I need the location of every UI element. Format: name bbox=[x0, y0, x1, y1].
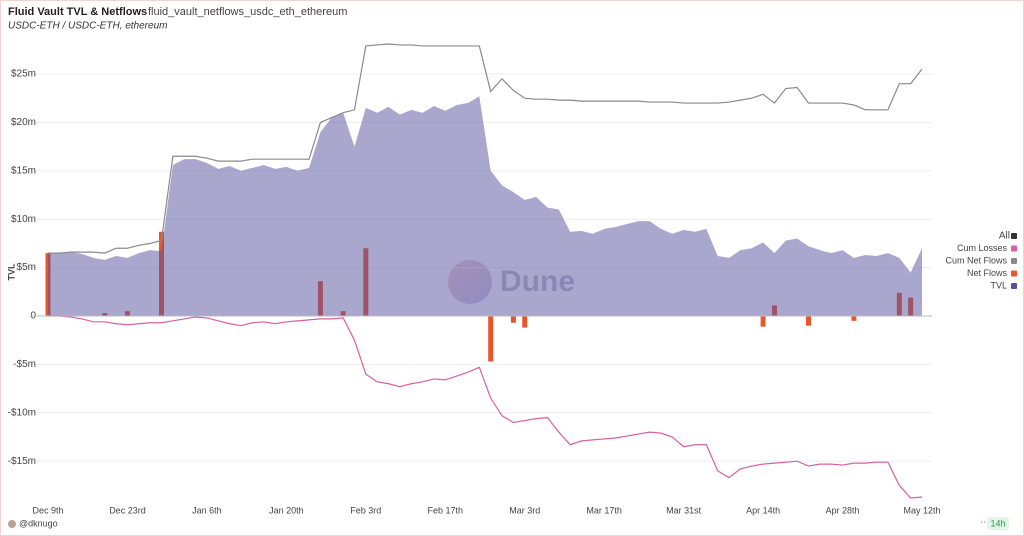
avatar bbox=[8, 520, 16, 528]
author[interactable]: @dknugo bbox=[19, 518, 58, 528]
net-flow-bar bbox=[760, 316, 766, 327]
tvl-area bbox=[48, 96, 922, 316]
legend-label: Net Flows bbox=[967, 268, 1008, 278]
y-tick-label: $20m bbox=[11, 117, 36, 128]
legend-label: TVL bbox=[990, 280, 1007, 290]
net-flow-bar bbox=[805, 316, 811, 326]
y-tick-label: -$10m bbox=[8, 407, 36, 418]
x-tick-label: Mar 17th bbox=[586, 505, 622, 515]
net-flow-bar bbox=[510, 316, 516, 323]
net-flow-bar bbox=[851, 316, 857, 321]
net-flow-bar bbox=[488, 316, 494, 362]
legend-label: Cum Net Flows bbox=[945, 255, 1007, 265]
x-tick-label: Mar 3rd bbox=[509, 505, 540, 515]
x-tick-label: Feb 3rd bbox=[350, 505, 381, 515]
legend-label: Cum Losses bbox=[957, 243, 1008, 253]
y-tick-label: -$5m bbox=[13, 359, 36, 370]
x-tick-label: Apr 14th bbox=[746, 505, 780, 515]
legend-all[interactable]: All bbox=[999, 231, 1010, 242]
chart-subtitle: USDC-ETH / USDC-ETH, ethereum bbox=[8, 21, 167, 32]
menu-dots[interactable]: ··· bbox=[980, 517, 990, 528]
chart-title: Fluid Vault TVL & Netflows bbox=[8, 6, 147, 18]
legend-marker[interactable] bbox=[1011, 283, 1017, 289]
x-tick-label: Jan 6th bbox=[192, 505, 222, 515]
y-tick-label: $10m bbox=[11, 214, 36, 225]
x-tick-label: Mar 31st bbox=[666, 505, 702, 515]
y-axis-label: TVL bbox=[6, 263, 16, 281]
legend-marker[interactable] bbox=[1011, 270, 1017, 277]
x-tick-label: May 12th bbox=[903, 505, 940, 515]
query-name[interactable]: fluid_vault_netflows_usdc_eth_ethereum bbox=[148, 6, 347, 18]
series-line bbox=[48, 43, 923, 254]
age: 14h bbox=[990, 518, 1005, 528]
x-tick-label: Feb 17th bbox=[428, 505, 464, 515]
y-tick-label: -$15m bbox=[8, 456, 36, 467]
x-tick-label: Dec 23rd bbox=[109, 505, 146, 515]
series-line bbox=[48, 315, 923, 499]
legend-marker[interactable] bbox=[1011, 245, 1017, 252]
net-flow-bar bbox=[522, 316, 528, 328]
legend-all-marker[interactable] bbox=[1011, 233, 1017, 239]
x-tick-label: Jan 20th bbox=[269, 505, 304, 515]
y-tick-label: $15m bbox=[11, 165, 36, 176]
legend-marker[interactable] bbox=[1011, 258, 1017, 264]
x-tick-label: Dec 9th bbox=[32, 505, 63, 515]
age-badge bbox=[987, 517, 1009, 530]
x-tick-label: Apr 28th bbox=[826, 505, 860, 515]
y-tick-label: $5m bbox=[17, 262, 36, 273]
y-tick-label: $25m bbox=[11, 69, 36, 80]
